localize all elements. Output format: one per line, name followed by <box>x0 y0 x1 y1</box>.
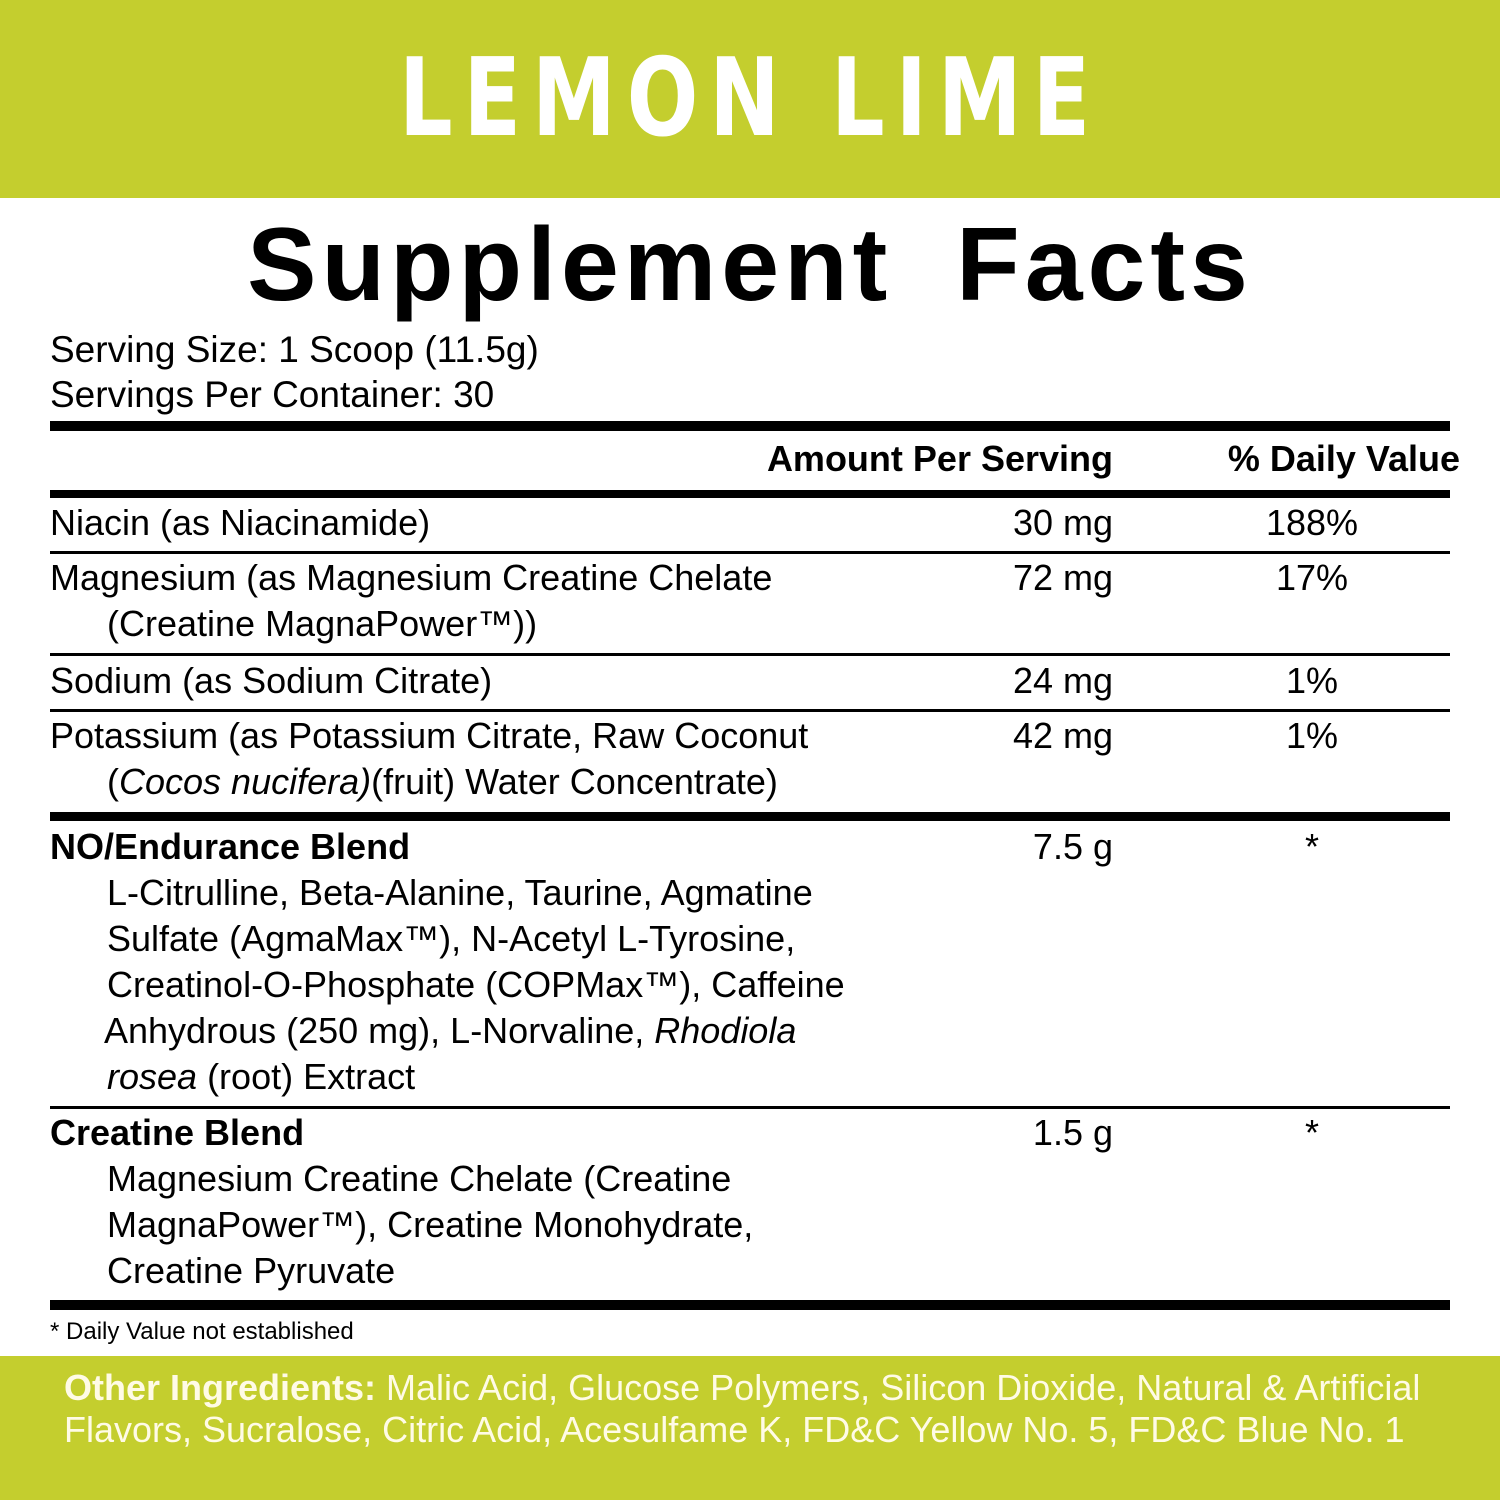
nutrient-dv: 188% <box>1265 502 1359 543</box>
nutrient-amount: 42 mg <box>1012 715 1113 756</box>
blend-title: Creatine Blend <box>50 1112 305 1153</box>
scientific-name: Rhodiola <box>654 1010 797 1051</box>
other-ingredients-text: Malic Acid, Glucose Polymers, Silicon Di… <box>64 1367 1421 1450</box>
flavor-title: LEMON LIME <box>398 36 1102 161</box>
blend-name: Creatine Blend Magnesium Creatine Chelat… <box>50 1110 980 1294</box>
nutrient-name: Niacin (as Niacinamide) <box>50 502 431 543</box>
amount-header: Amount Per Serving <box>766 438 1113 479</box>
serving-size: Serving Size: 1 Scoop (11.5g) <box>50 329 539 370</box>
text: (root) Extract <box>197 1056 416 1097</box>
blend-line: Creatine Pyruvate <box>107 1250 396 1291</box>
nutrient-amount: 30 mg <box>1012 502 1113 543</box>
blend-dv: * <box>1304 1112 1319 1153</box>
nutrient-dv: 1% <box>1285 715 1339 756</box>
blend-amount: 7.5 g <box>1032 826 1113 867</box>
nutrient-name: Potassium (as Potassium Citrate, Raw Coc… <box>50 713 980 805</box>
blend-line: Creatinol-O-Phosphate (COPMax™), Caffein… <box>107 964 845 1005</box>
page-title: Supplement Facts <box>247 207 1253 323</box>
divider <box>50 709 1450 712</box>
scientific-name: Cocos nucifera) <box>119 761 372 802</box>
nutrient-amount: 72 mg <box>1012 557 1113 598</box>
blend-line: Magnesium Creatine Chelate (Creatine <box>107 1158 732 1199</box>
text: Anhydrous (250 mg), L-Norvaline, <box>104 1010 655 1051</box>
nutrient-amount: 24 mg <box>1012 660 1113 701</box>
other-ingredients: Other Ingredients: Malic Acid, Glucose P… <box>64 1367 1464 1451</box>
other-ingredients-label: Other Ingredients: <box>64 1367 377 1408</box>
divider <box>50 653 1450 656</box>
text: (fruit) Water Concentrate) <box>371 761 778 802</box>
divider-thick <box>50 1300 1450 1310</box>
divider-thick <box>50 490 1450 498</box>
nutrient-name: Magnesium (as Magnesium Creatine Chelate… <box>50 555 980 647</box>
scientific-name: rosea <box>107 1056 198 1097</box>
name-line: (Cocos nucifera)(fruit) Water Concentrat… <box>50 759 980 805</box>
divider-thick <box>50 421 1450 431</box>
blend-dv: * <box>1304 826 1319 867</box>
blend-line: Sulfate (AgmaMax™), N-Acetyl L-Tyrosine, <box>107 918 796 959</box>
name-line: Potassium (as Potassium Citrate, Raw Coc… <box>50 715 809 756</box>
blend-line: L-Citrulline, Beta-Alanine, Taurine, Agm… <box>107 872 813 913</box>
divider <box>50 1106 1450 1109</box>
text: ( <box>107 761 119 802</box>
blend-line: Anhydrous (250 mg), L-Norvaline, Rhodiol… <box>50 1008 980 1054</box>
name-line: (Creatine MagnaPower™)) <box>107 603 538 644</box>
blend-title: NO/Endurance Blend <box>50 826 411 867</box>
nutrient-dv: 17% <box>1275 557 1349 598</box>
blend-line: MagnaPower™), Creatine Monohydrate, <box>107 1204 754 1245</box>
divider <box>50 551 1450 554</box>
other-ingredients-band <box>0 1356 1500 1500</box>
nutrient-dv: 1% <box>1285 660 1339 701</box>
blend-line: rosea (root) Extract <box>50 1054 980 1100</box>
dv-header: % Daily Value <box>1227 438 1460 479</box>
nutrient-name: Sodium (as Sodium Citrate) <box>50 660 493 701</box>
blend-name: NO/Endurance Blend L-Citrulline, Beta-Al… <box>50 824 980 1100</box>
flavor-banner <box>0 0 1500 198</box>
servings-per-container: Servings Per Container: 30 <box>50 374 495 415</box>
divider-thick <box>50 812 1450 821</box>
footnote: * Daily Value not established <box>50 1318 354 1345</box>
blend-amount: 1.5 g <box>1032 1112 1113 1153</box>
name-line: Magnesium (as Magnesium Creatine Chelate <box>50 557 773 598</box>
